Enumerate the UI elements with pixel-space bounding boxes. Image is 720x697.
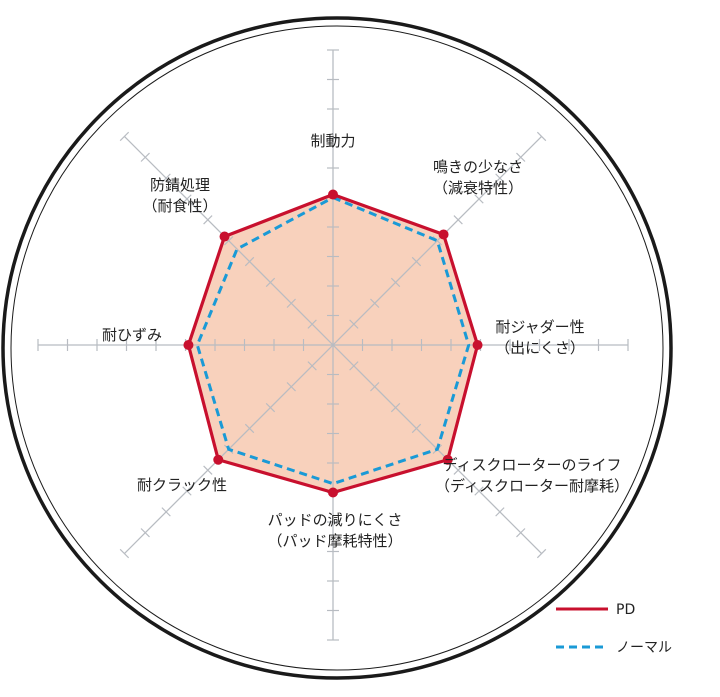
axis-tick	[536, 131, 547, 142]
outer-ring	[1, 16, 673, 680]
axis-tick	[182, 194, 192, 204]
axis-tick-inner	[244, 256, 255, 267]
axis-tick-inner	[244, 423, 255, 434]
axis-tick-inner	[265, 277, 276, 288]
axis-line-inner	[332, 344, 449, 461]
axis-tick	[516, 152, 526, 162]
axis-tick	[140, 152, 150, 162]
outer-ring-thin	[10, 25, 664, 671]
axis-label: （出にくさ）	[495, 339, 585, 357]
axis-tick	[495, 507, 505, 517]
series-layer	[183, 189, 483, 498]
series-pd-point	[183, 340, 194, 350]
axis-label: パッドの減りにくさ	[268, 511, 403, 529]
axis-tick	[203, 215, 213, 225]
axis-tick-inner	[286, 382, 296, 392]
axis-label: （耐食性）	[142, 197, 217, 215]
series-pd-point	[442, 454, 453, 465]
axis-tick-inner	[265, 402, 276, 413]
axis-tick	[119, 131, 130, 142]
series-pd-point	[472, 340, 483, 350]
axis-tick	[474, 486, 484, 496]
axis-tick	[119, 548, 130, 559]
series-pd-point	[213, 454, 224, 465]
axis-label: 耐クラック性	[137, 476, 227, 494]
axis-tick-inner	[390, 402, 401, 413]
axis-tick-inner	[349, 319, 359, 329]
series-pd-point	[438, 229, 449, 240]
axis-tick-inner	[390, 277, 401, 288]
axis-tick-inner	[349, 361, 359, 371]
axis-label: 鳴きの少なさ	[433, 158, 523, 176]
legend-normal-label: ノーマル	[616, 640, 672, 656]
axis-tick	[140, 528, 150, 538]
axis-label: 制動力	[310, 132, 355, 150]
axis-tick-inner	[307, 319, 317, 329]
axis-tick-inner	[411, 423, 422, 434]
axis-tick	[203, 465, 213, 475]
axis-tick	[182, 486, 192, 496]
outer-ring-thick	[1, 16, 673, 680]
series-normal-line	[195, 195, 471, 486]
axis-line-inner	[217, 344, 334, 461]
axis-tick	[495, 173, 505, 183]
axis-tick-inner	[307, 361, 317, 371]
axis-label: （パッド摩耗特性）	[267, 532, 402, 550]
axis-tick	[453, 465, 463, 475]
axis-label: 耐ジャダー性	[495, 318, 584, 336]
axis-tick	[161, 507, 171, 517]
axis-label: （ディスクローター耐摩耗）	[435, 477, 629, 495]
series-pd-point	[328, 487, 338, 498]
axis-label: ディスクローターのライフ	[443, 456, 622, 474]
axis-label: 防錆処理	[150, 176, 210, 194]
legend-pd-label: PD	[616, 602, 635, 618]
series-pd-point	[328, 189, 338, 200]
axis-tick	[453, 215, 463, 225]
axis-tick-inner	[432, 236, 442, 246]
axis-tick-inner	[411, 256, 422, 267]
series-pd-point	[219, 231, 230, 242]
axis-line-inner	[332, 234, 444, 346]
axis-label: （減衰特性）	[433, 179, 523, 197]
axis-tick-inner	[224, 236, 234, 246]
legend: PD ノーマル	[556, 602, 672, 656]
axis-tick	[536, 548, 547, 559]
axis-tick-inner	[370, 298, 380, 308]
axis-tick	[161, 173, 171, 183]
axis-tick	[474, 194, 484, 204]
axis-tick-inner	[286, 298, 296, 308]
axis-label: 耐ひずみ	[102, 326, 162, 344]
axis-line-inner	[224, 236, 334, 346]
axis-tick-inner	[370, 382, 380, 392]
axis-tick	[516, 528, 526, 538]
